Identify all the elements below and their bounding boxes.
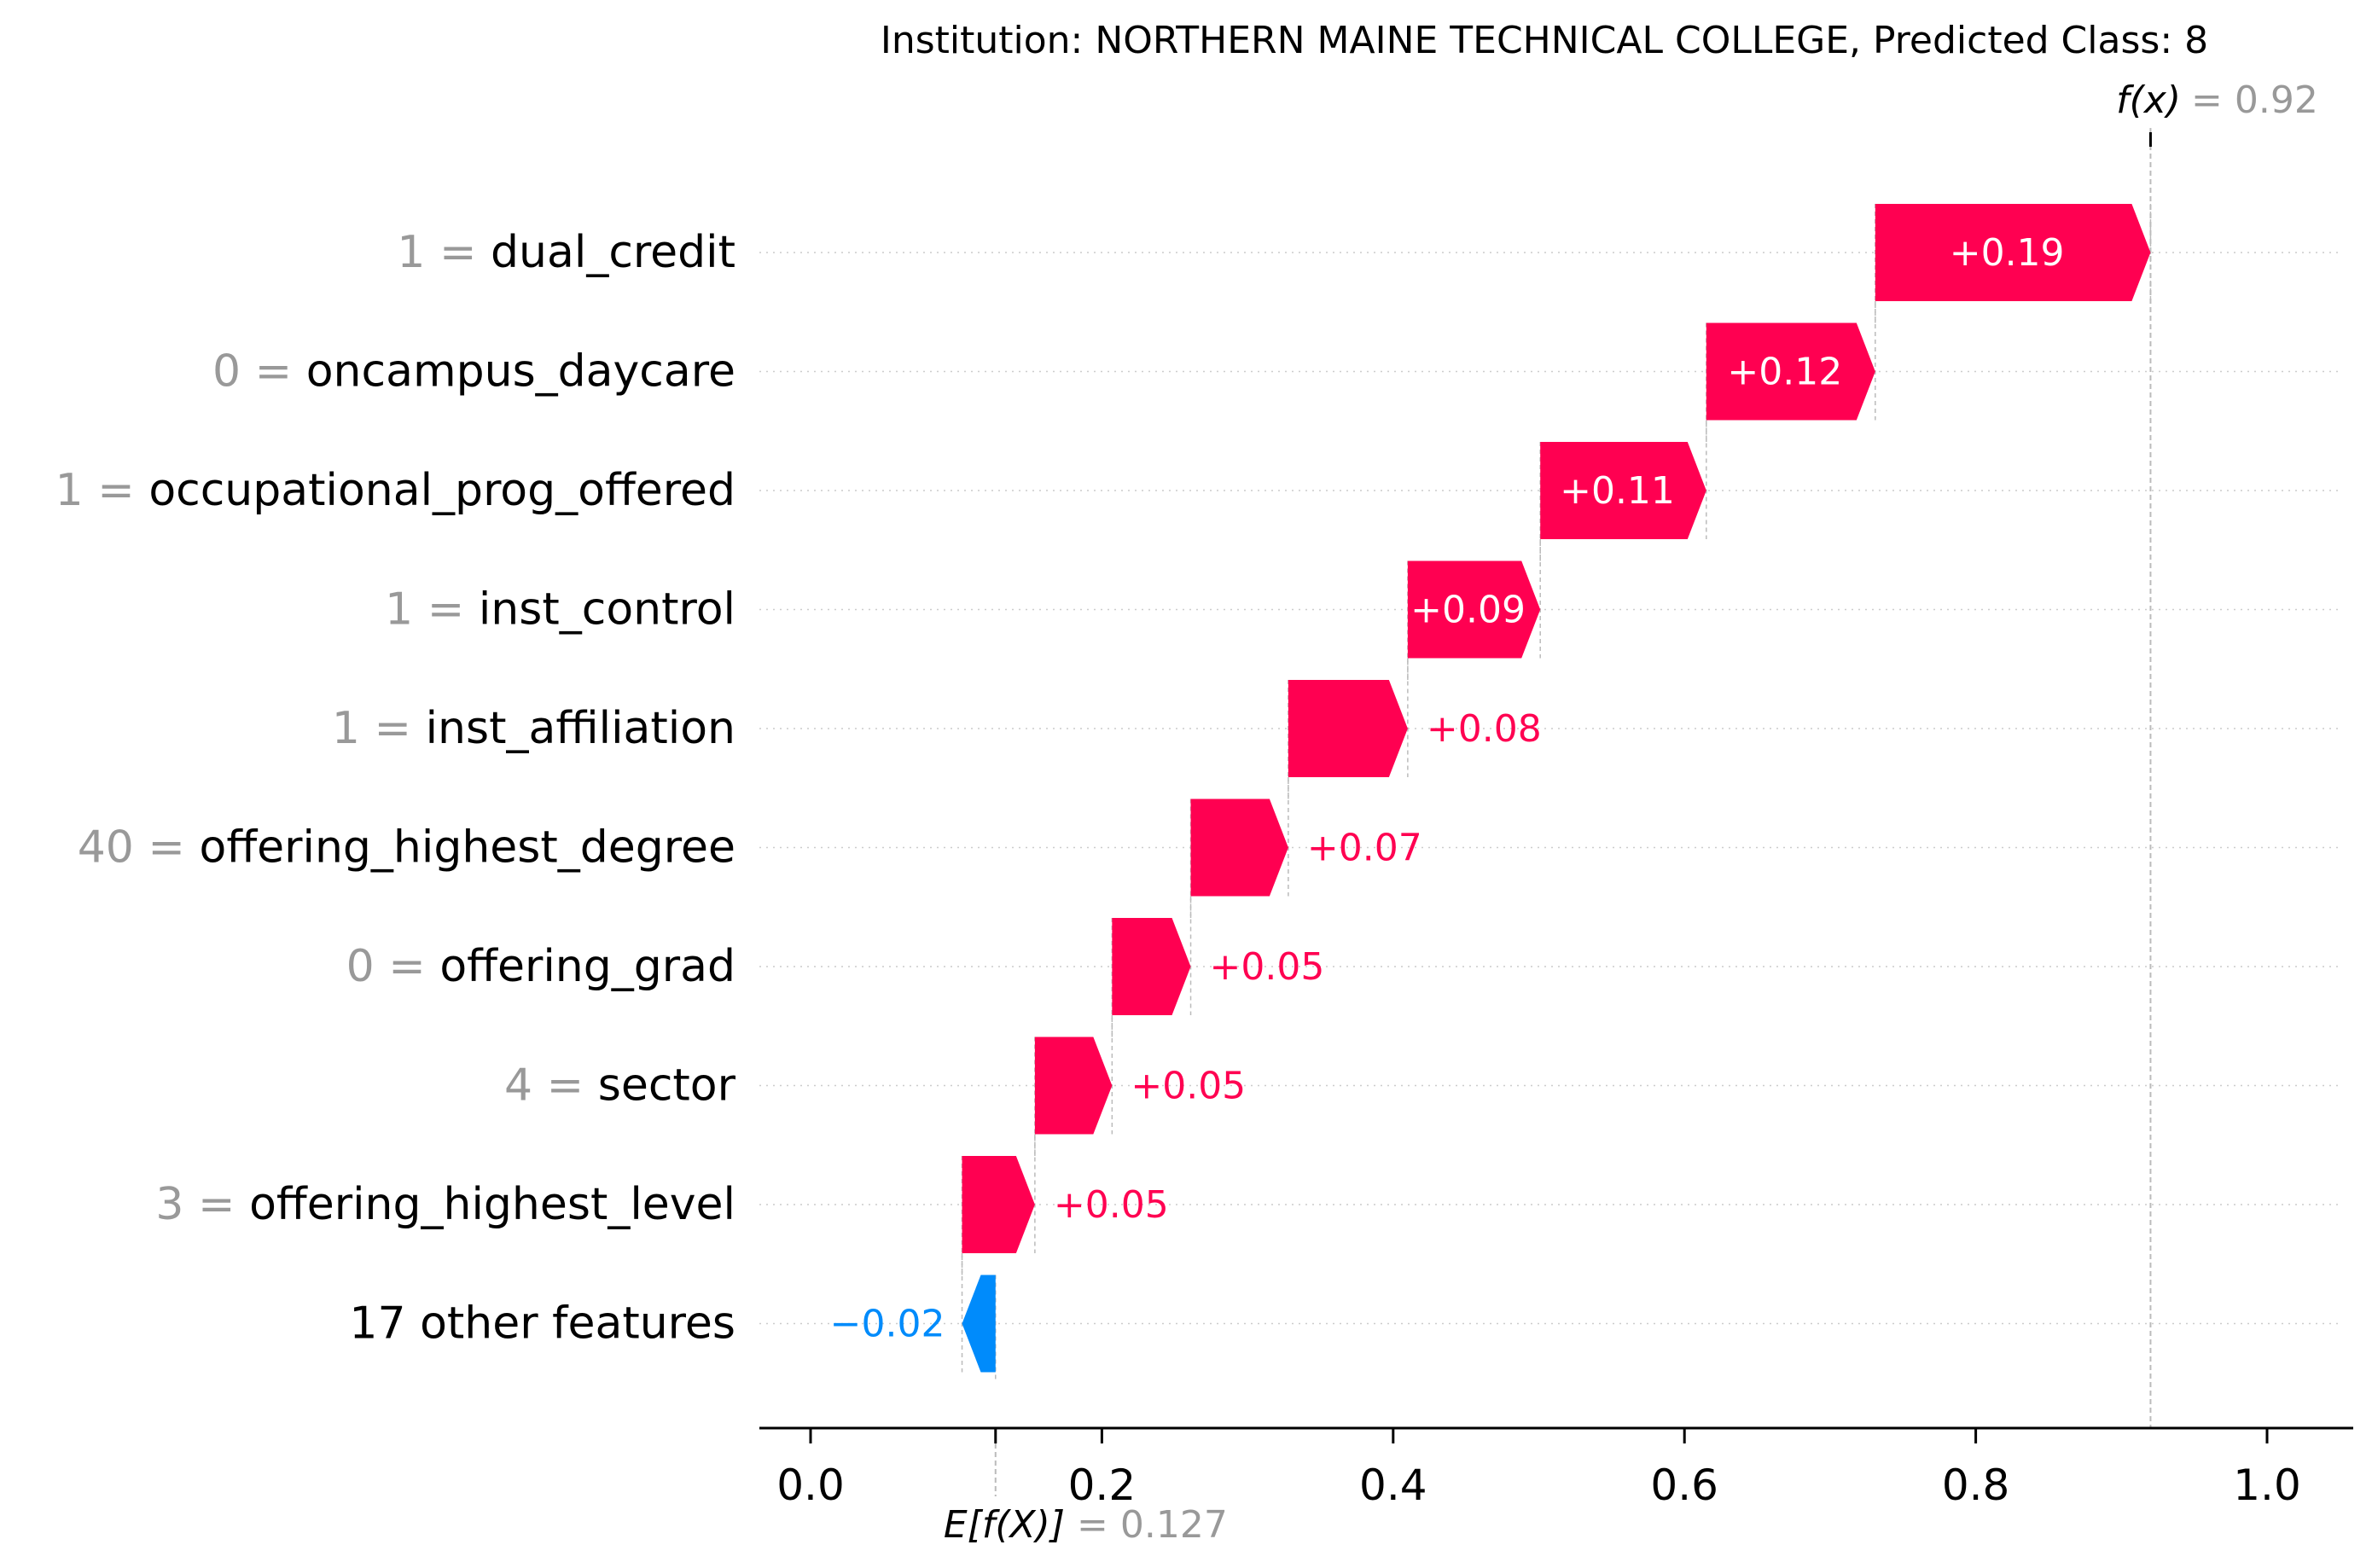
base-label-value: = 0.127	[1077, 1503, 1228, 1547]
feature-value: 0 =	[346, 941, 440, 992]
x-tick-label: 0.8	[1942, 1461, 2010, 1510]
fx-label-name: f(x)	[2116, 78, 2181, 122]
bar-value-label: +0.19	[1950, 231, 2065, 275]
bar-value-label: +0.09	[1410, 589, 1526, 632]
bar-17-other-features	[962, 1275, 996, 1373]
feature-name: inst_affiliation	[426, 703, 735, 754]
feature-label: 0 = oncampus_daycare	[212, 346, 735, 398]
feature-label: 1 = inst_control	[385, 584, 735, 636]
bar-value-label: +0.08	[1427, 707, 1542, 751]
feature-label: 40 = offering_highest_degree	[78, 822, 735, 874]
feature-value: 1 =	[385, 584, 479, 636]
feature-value: 1 =	[332, 703, 426, 754]
bar-inst_affiliation	[1288, 680, 1408, 777]
bar-sector	[1034, 1037, 1113, 1135]
bar-oncampus_daycare	[1706, 322, 1875, 421]
feature-name: offering_grad	[439, 941, 735, 992]
feature-label: 1 = inst_affiliation	[332, 703, 735, 754]
feature-value: 1 =	[55, 465, 149, 516]
bar-value-label: +0.11	[1560, 469, 1675, 513]
bar-dual_credit	[1875, 204, 2151, 301]
base-value-label: E[f(X)] = 0.127	[944, 1503, 1228, 1547]
bar-inst_control	[1407, 560, 1541, 659]
bar-value-label: +0.05	[1131, 1065, 1246, 1108]
fx-label: f(x) = 0.92	[2116, 78, 2318, 122]
x-axis: 0.0 0.2 0.4 0.6 0.8 1.0	[759, 1426, 2353, 1510]
feature-value: 1 =	[397, 227, 491, 278]
bar-occupational_prog_offered	[1540, 442, 1706, 539]
feature-label: 1 = occupational_prog_offered	[55, 465, 735, 516]
x-tick-label: 0.0	[776, 1461, 845, 1510]
feature-name: offering_highest_degree	[200, 822, 736, 874]
feature-value: 40 =	[78, 822, 200, 874]
bar-value-label: −0.02	[830, 1303, 945, 1346]
feature-label: 3 = offering_highest_level	[155, 1179, 735, 1230]
chart-title: Institution: NORTHERN MAINE TECHNICAL CO…	[881, 19, 2208, 62]
feature-value: 3 =	[155, 1179, 249, 1230]
bar-offering_grad	[1112, 918, 1191, 1015]
feature-value: 4 =	[504, 1060, 598, 1112]
fx-label-value: = 0.92	[2191, 78, 2318, 122]
feature-labels: 1 = dual_credit 0 = oncampus_daycare 1 = o…	[55, 227, 736, 1350]
x-tick-label: 0.4	[1359, 1461, 1427, 1510]
bar-value-label: +0.05	[1054, 1183, 1169, 1227]
feature-value: 0 =	[212, 346, 306, 398]
x-tick-label: 0.6	[1650, 1461, 1718, 1510]
bar-offering_highest_degree	[1190, 799, 1288, 897]
base-label-name: E[f(X)]	[944, 1503, 1065, 1547]
feature-name: occupational_prog_offered	[148, 465, 735, 516]
bar-value-label: +0.12	[1727, 351, 1842, 394]
bars: +0.19 +0.12 +0.11 +0.09 +0.08 +0.07 +0.05 +0.05…	[830, 204, 2151, 1373]
bar-value-label: +0.07	[1307, 827, 1422, 870]
bar-value-label: +0.05	[1210, 945, 1325, 989]
feature-label: 1 = dual_credit	[397, 227, 735, 278]
feature-label: 17 other features	[349, 1298, 735, 1350]
feature-name: 17 other features	[349, 1298, 735, 1350]
feature-name: inst_control	[479, 584, 735, 636]
x-tick-label: 0.2	[1068, 1461, 1137, 1510]
feature-label: 4 = sector	[504, 1060, 736, 1112]
feature-name: sector	[598, 1060, 736, 1112]
feature-name: oncampus_daycare	[306, 346, 735, 398]
feature-label: 0 = offering_grad	[346, 941, 735, 992]
bar-offering_highest_level	[962, 1156, 1035, 1253]
feature-name: offering_highest_level	[249, 1179, 735, 1230]
x-tick-label: 1.0	[2233, 1461, 2301, 1510]
feature-name: dual_credit	[491, 227, 735, 278]
